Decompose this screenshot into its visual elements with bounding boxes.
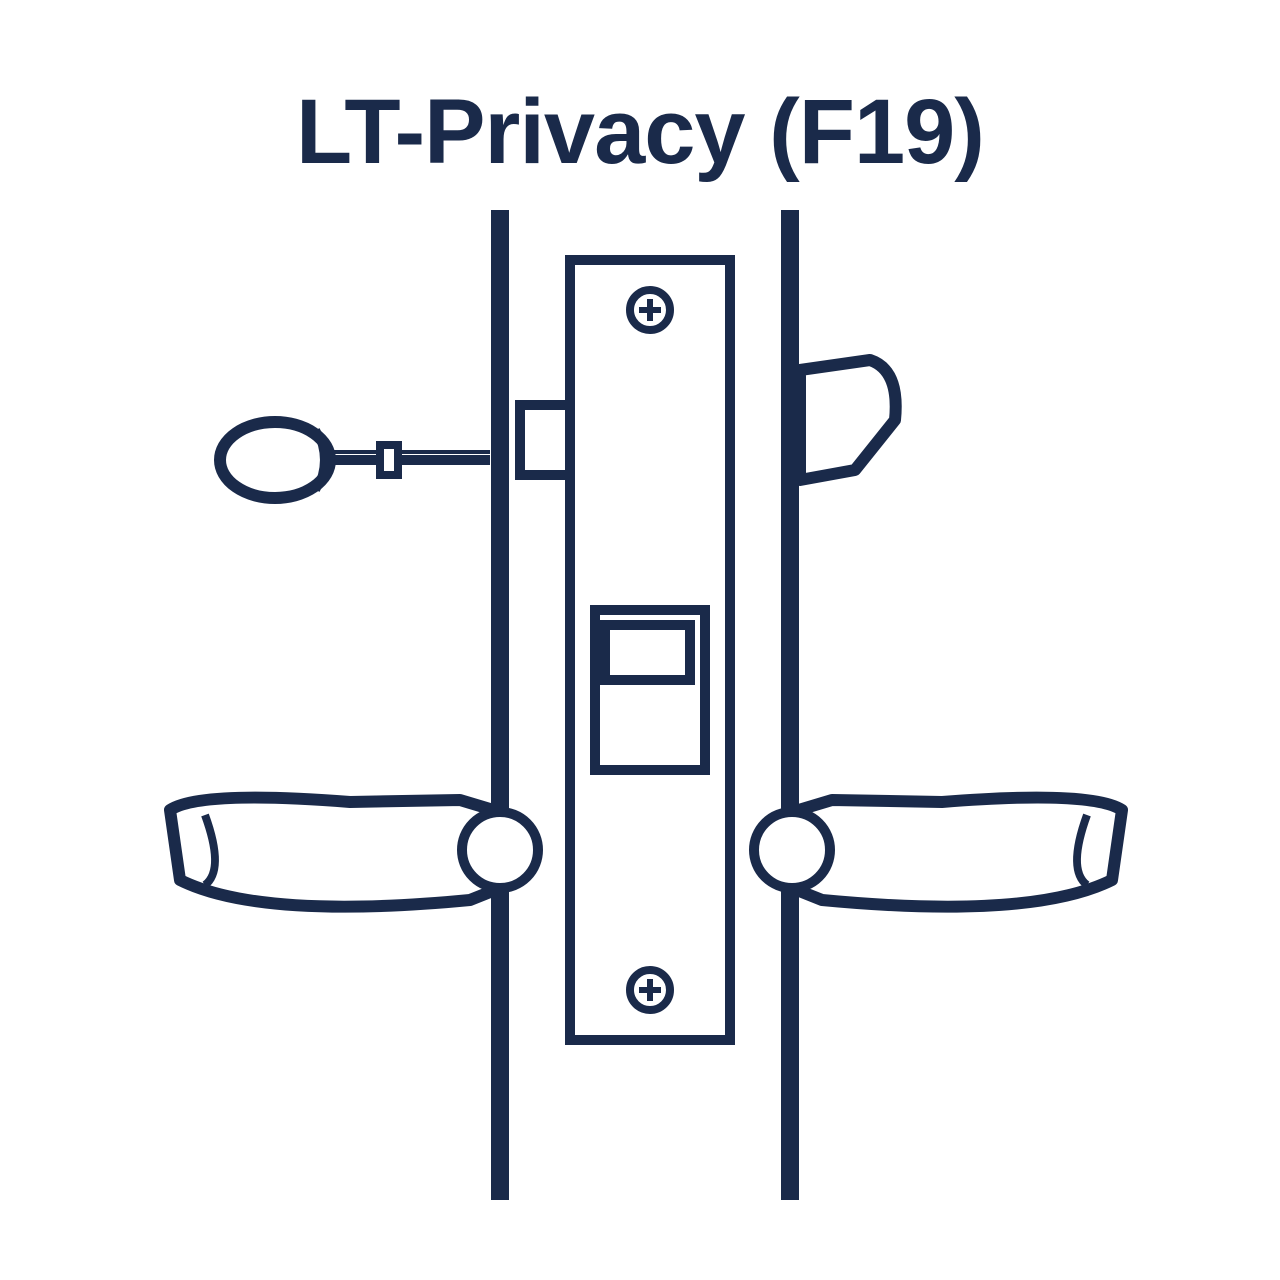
lever-left-rose	[462, 812, 538, 888]
lever-right-rose	[754, 812, 830, 888]
lever-left	[170, 798, 500, 907]
dead-latch	[520, 405, 570, 475]
lever-right	[792, 798, 1122, 907]
lock-diagram-svg	[0, 0, 1280, 1280]
latch-bolt	[605, 625, 690, 680]
diagram-canvas: LT-Privacy (F19)	[0, 0, 1280, 1280]
interior-turn	[800, 360, 896, 480]
thumbturn-collar	[380, 445, 398, 475]
